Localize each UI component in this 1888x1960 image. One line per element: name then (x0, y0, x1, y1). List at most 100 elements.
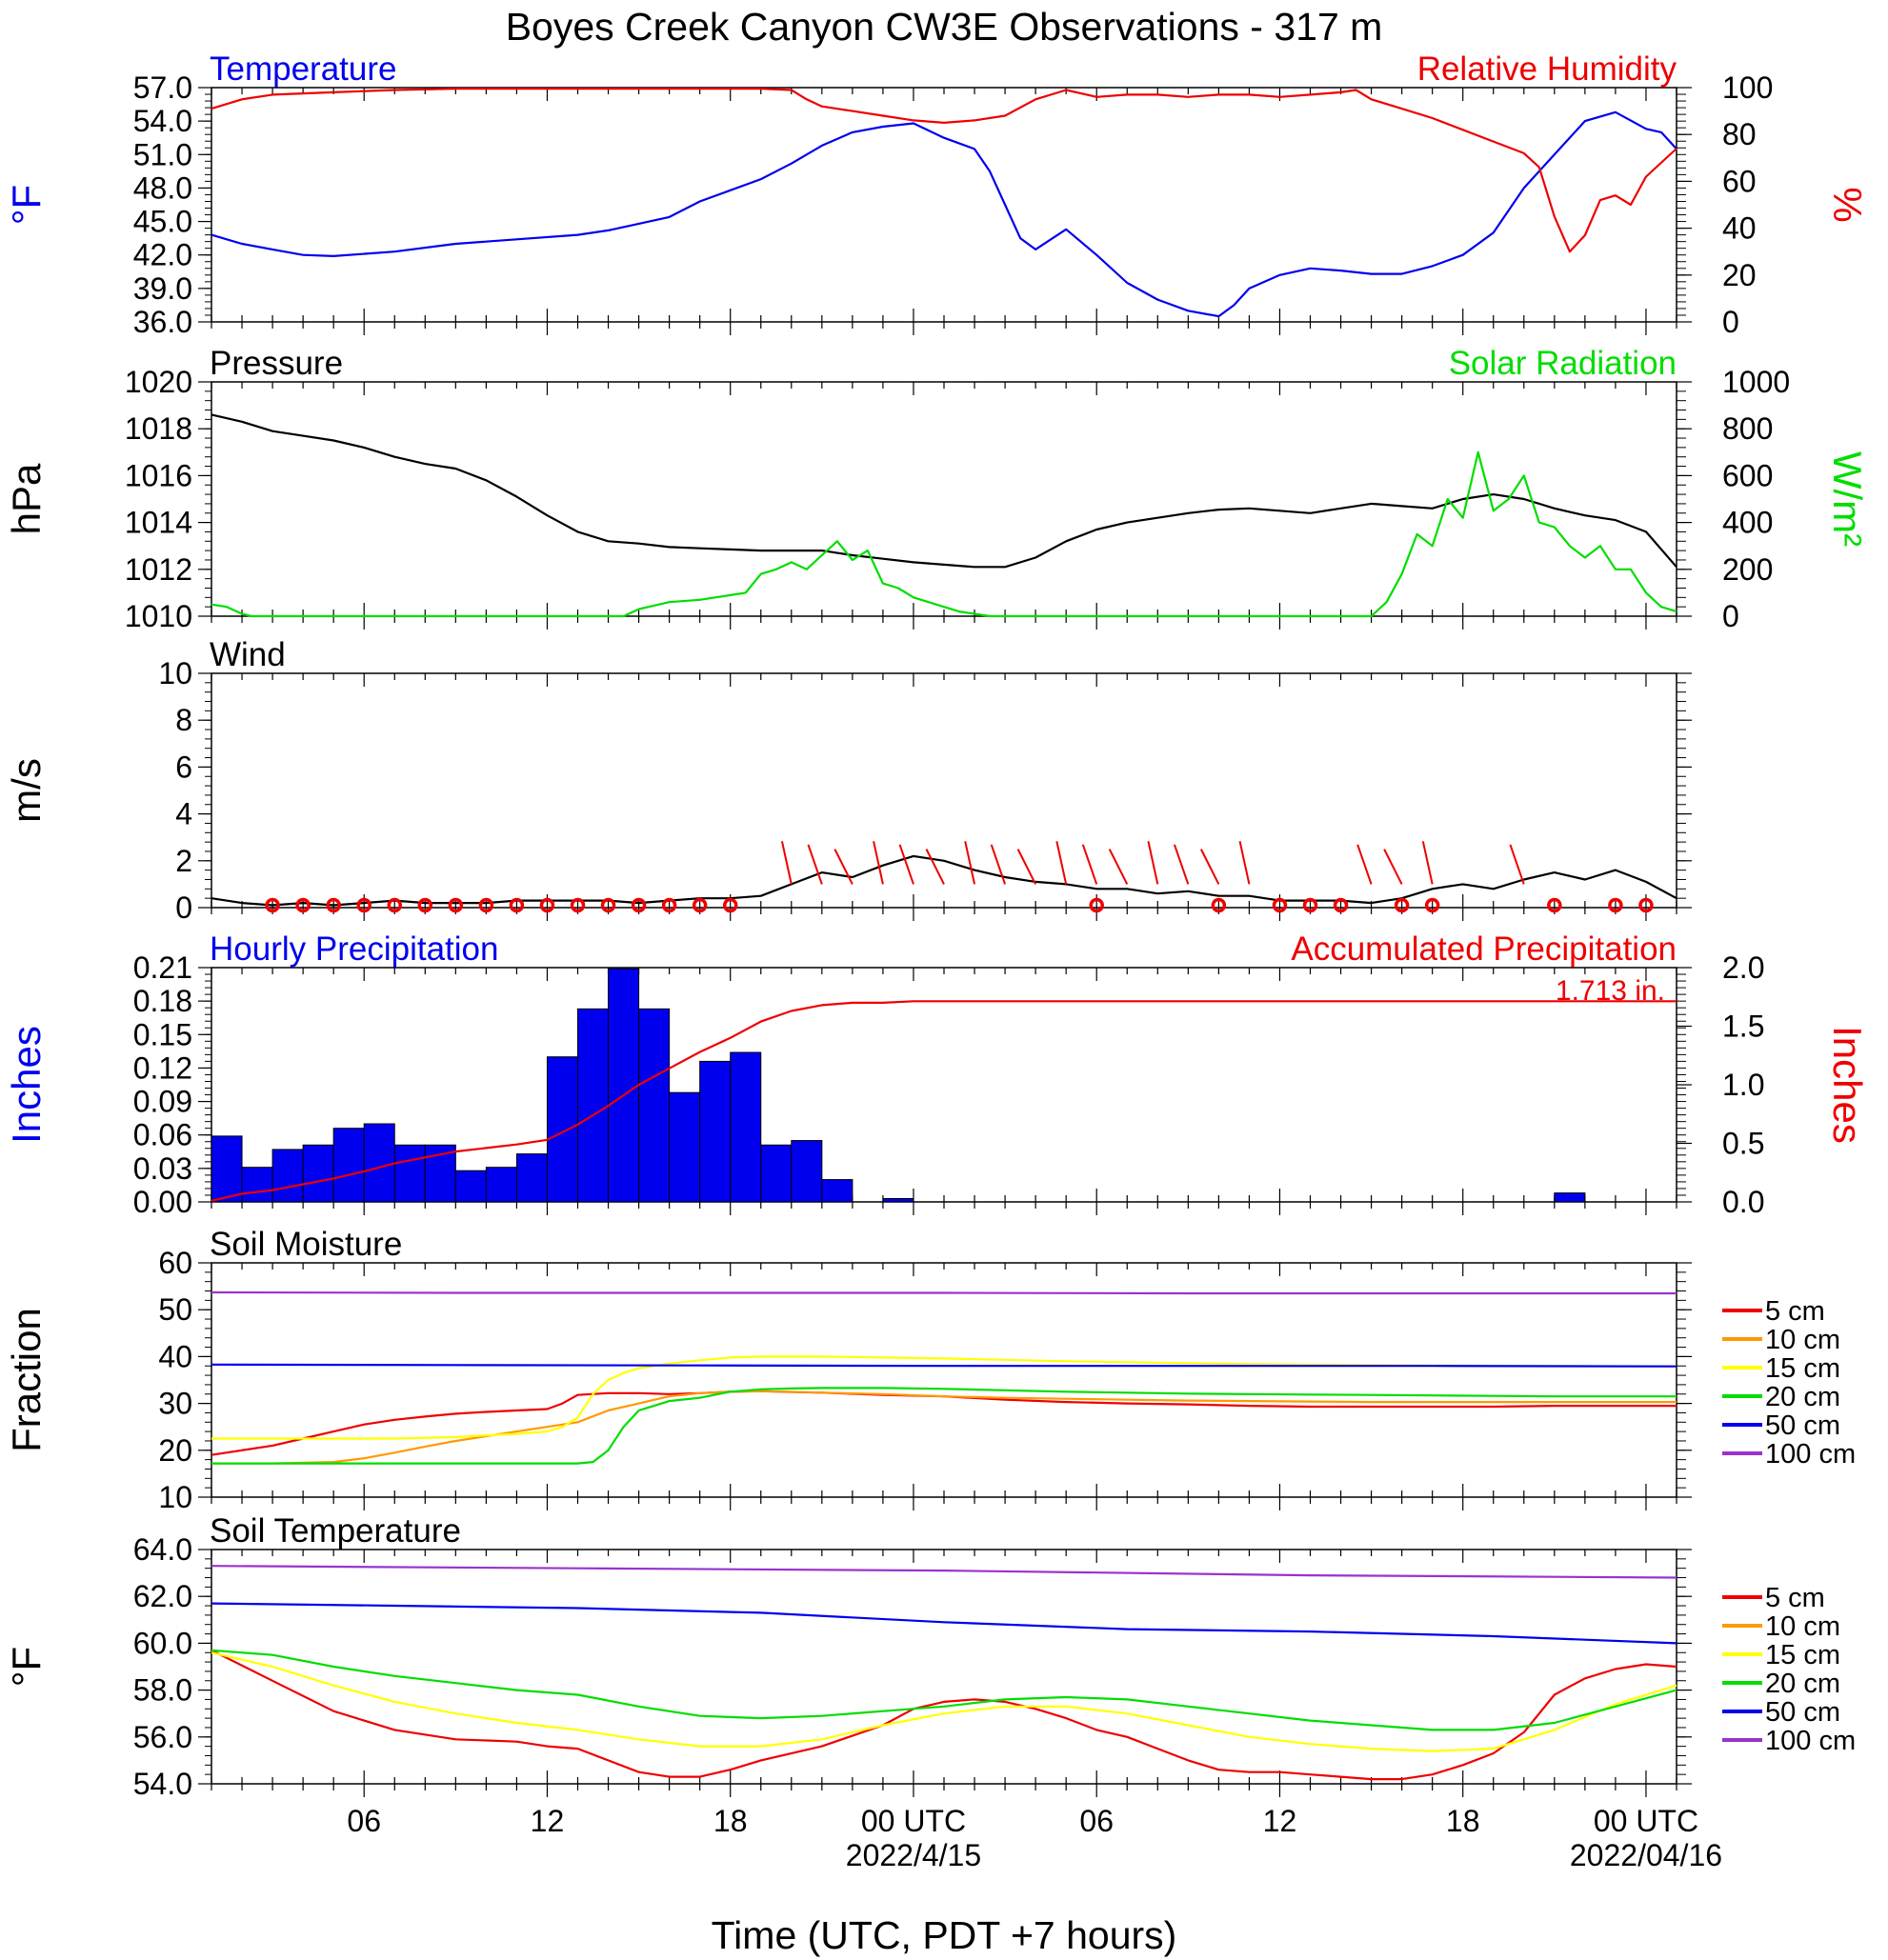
y-tick-label-left: 1014 (125, 506, 192, 540)
wind-barb (990, 844, 1007, 885)
precip-bar (271, 1149, 304, 1203)
y-tick-label-left: 30 (158, 1387, 192, 1421)
y-tick-label-left: 54.0 (133, 1767, 192, 1801)
y-tick-label-left: 40 (158, 1339, 192, 1373)
x-tick-date-label: 2022/04/16 (1570, 1838, 1722, 1872)
calm-wind-marker (1089, 897, 1104, 913)
calm-wind-marker (539, 897, 555, 913)
y-tick-label-left: 0.00 (133, 1185, 192, 1219)
y-tick-label-left: 0.21 (133, 950, 192, 985)
y-tick-label-left: 1010 (125, 599, 192, 633)
precip-bar (363, 1123, 395, 1203)
wind-barb (964, 841, 976, 885)
legend-label: 50 cm (1765, 1697, 1840, 1728)
wind-barb (1147, 841, 1159, 885)
wind-barb (1421, 841, 1434, 885)
y-tick-label-left: 0 (175, 890, 192, 925)
wind-barb (925, 849, 945, 885)
y-tick-label-right: 2.0 (1722, 950, 1764, 985)
panel-title-right: Relative Humidity (1417, 50, 1677, 88)
precip-bar (791, 1140, 823, 1203)
precip-bar (730, 1051, 762, 1203)
y-tick-label-left: 0.06 (133, 1118, 192, 1152)
y-tick-label-left: 51.0 (133, 137, 192, 171)
precip-bar (211, 1135, 243, 1203)
series-line-100-cm (211, 1290, 1677, 1295)
panel-title-left: Pressure (210, 345, 343, 382)
y-axis-unit-left: m/s (4, 758, 49, 823)
x-tick-label: 06 (1079, 1804, 1114, 1838)
y-tick-label-right: 0.5 (1722, 1127, 1764, 1161)
y-tick-label-right: 200 (1722, 552, 1773, 587)
precip-bar (821, 1179, 854, 1203)
y-tick-label-right: 0 (1722, 599, 1739, 633)
y-tick-label-left: 62.0 (133, 1579, 192, 1613)
panel-title-left: Soil Moisture (210, 1226, 402, 1263)
series-line-100-cm (211, 1565, 1677, 1579)
series-line-solar-radiation (211, 450, 1677, 618)
legend-label: 5 cm (1765, 1296, 1825, 1327)
y-axis-unit-left: Inches (4, 1026, 49, 1144)
plot-frame (211, 672, 1677, 909)
legend-label: 100 cm (1765, 1439, 1856, 1470)
y-tick-label-left: 36.0 (133, 305, 192, 339)
wind-barb (1108, 849, 1129, 885)
y-tick-label-right: 1.5 (1722, 1010, 1764, 1044)
series-line-5-cm (211, 1649, 1677, 1781)
y-tick-label-left: 2 (175, 844, 192, 878)
y-axis-unit-left: °F (4, 185, 49, 225)
series-line-wind (211, 854, 1677, 907)
series-line-10-cm (211, 1390, 1677, 1465)
y-axis-unit-left: °F (4, 1647, 49, 1687)
legend-label: 20 cm (1765, 1669, 1840, 1699)
panel-wind: 0 2 4 6 8 10 Wind m/s (4, 636, 1692, 925)
calm-wind-marker (448, 897, 464, 913)
y-tick-label-left: 60.0 (133, 1626, 192, 1660)
calm-wind-marker (265, 897, 280, 913)
calm-wind-marker (1608, 897, 1623, 913)
x-tick-label: 00 UTC (1594, 1804, 1698, 1838)
calm-wind-marker (1547, 897, 1562, 913)
calm-wind-marker (1394, 897, 1410, 913)
calm-wind-marker (1211, 897, 1227, 913)
y-tick-label-left: 48.0 (133, 170, 192, 205)
calm-wind-marker (661, 897, 677, 913)
precip-bar (485, 1167, 517, 1203)
y-axis-unit-left: Fraction (4, 1308, 49, 1452)
y-tick-label-left: 1020 (125, 365, 192, 399)
x-tick-label: 12 (531, 1804, 565, 1838)
precip-bar (638, 1008, 671, 1203)
precip-bar (515, 1153, 548, 1203)
calm-wind-marker (326, 897, 341, 913)
wind-barb (1356, 844, 1373, 885)
y-tick-label-left: 4 (175, 797, 192, 831)
y-tick-label-left: 8 (175, 703, 192, 737)
panel-pressure_solar: 1010 1012 1014 1016 1018 1020 0 200 400 600 800 100… (4, 345, 1870, 633)
x-axis-label: Time (UTC, PDT +7 hours) (712, 1913, 1177, 1957)
series-line-accumulated-precipitation (211, 1000, 1677, 1202)
y-axis-unit-left: hPa (4, 463, 49, 534)
y-tick-label-left: 0.09 (133, 1085, 192, 1119)
wind-barb (873, 841, 884, 885)
y-tick-label-left: 1018 (125, 411, 192, 446)
calm-wind-marker (356, 897, 372, 913)
plot-frame (211, 1262, 1677, 1498)
y-tick-label-left: 60 (158, 1246, 192, 1280)
series-line-relative-humidity (211, 88, 1677, 253)
y-tick-label-left: 39.0 (133, 271, 192, 306)
y-tick-label-left: 0.15 (133, 1017, 192, 1051)
legend-label: 5 cm (1765, 1583, 1825, 1613)
panel-title-left: Hourly Precipitation (210, 930, 498, 968)
calm-wind-marker (1272, 897, 1288, 913)
precip-bar (669, 1091, 701, 1203)
y-tick-label-left: 54.0 (133, 104, 192, 138)
precip-bar (241, 1167, 273, 1203)
y-tick-label-right: 800 (1722, 411, 1773, 446)
precip-bar (332, 1128, 365, 1203)
y-tick-label-right: 20 (1722, 258, 1757, 292)
y-tick-label-left: 6 (175, 750, 192, 784)
x-tick-date-label: 2022/4/15 (846, 1838, 981, 1872)
series-line-temperature (211, 110, 1677, 318)
y-tick-label-left: 1012 (125, 552, 192, 587)
